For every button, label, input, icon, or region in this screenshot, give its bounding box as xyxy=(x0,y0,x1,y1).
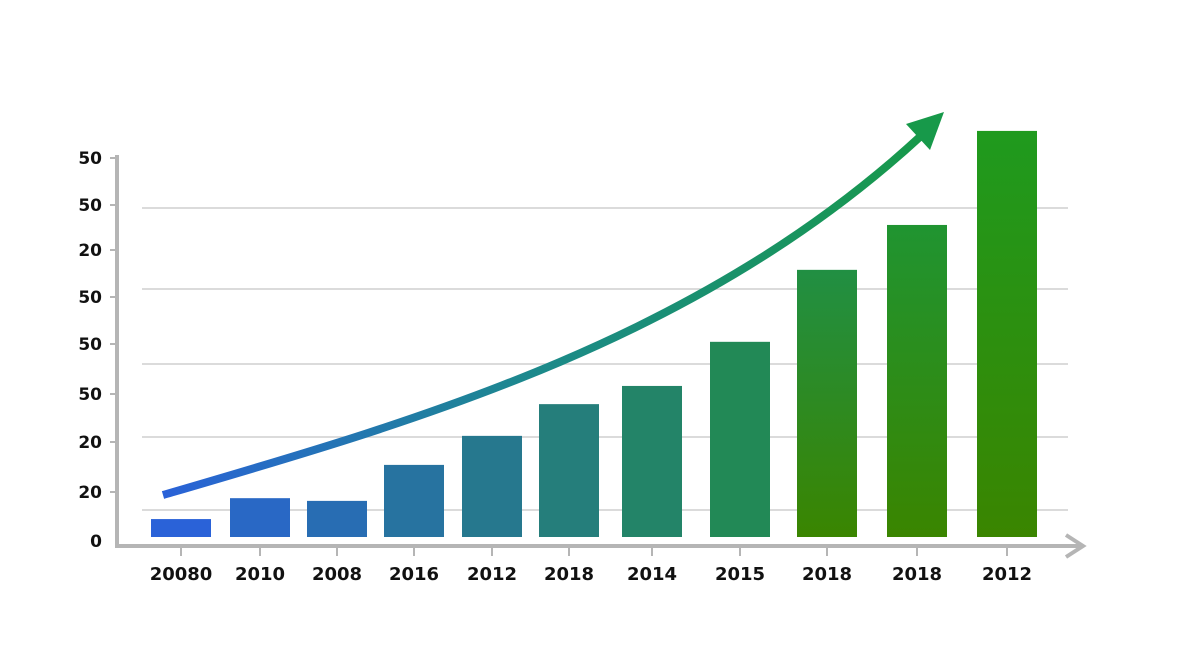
bar xyxy=(462,435,522,537)
y-tick-label: 50 xyxy=(78,335,102,355)
trend-arrow xyxy=(161,112,944,499)
bar xyxy=(977,130,1037,537)
bar xyxy=(539,404,599,537)
y-tick-label: 50 xyxy=(78,385,102,405)
bar xyxy=(384,464,444,537)
y-tick-label: 50 xyxy=(78,149,102,169)
y-tick-label: 50 xyxy=(78,196,102,216)
x-tick-label: 2012 xyxy=(982,564,1032,585)
trend-arrow-curve xyxy=(161,132,925,499)
x-tick-label: 20080 xyxy=(150,564,213,585)
bar xyxy=(710,341,770,537)
y-tick-label: 20 xyxy=(78,433,102,453)
bar xyxy=(797,269,857,537)
x-tick-label: 2010 xyxy=(235,564,285,585)
bar xyxy=(887,224,947,538)
x-tick-label: 2018 xyxy=(892,564,942,585)
axes xyxy=(115,155,1087,559)
x-tick-label: 2014 xyxy=(627,564,677,585)
x-tick-label: 2012 xyxy=(467,564,517,585)
x-axis-arrowhead-icon xyxy=(1064,533,1087,559)
bar xyxy=(230,498,290,537)
bar xyxy=(151,519,211,537)
x-tick-label: 2016 xyxy=(389,564,439,585)
x-ticks: 20080 2010 2008 2016 2012 2018 2014 2015 2018 201… xyxy=(150,547,1032,585)
bar xyxy=(307,500,367,537)
y-tick-label: 20 xyxy=(78,241,102,261)
x-tick-label: 2018 xyxy=(802,564,852,585)
bars xyxy=(151,130,1037,538)
y-tick-label: 20 xyxy=(78,483,102,503)
y-tick-label: 0 xyxy=(90,532,102,552)
trend-arrow-head-icon xyxy=(906,112,944,150)
bar xyxy=(622,385,682,537)
x-tick-label: 2018 xyxy=(544,564,594,585)
y-tick-label: 50 xyxy=(78,288,102,308)
x-tick-label: 2008 xyxy=(312,564,362,585)
x-tick-label: 2015 xyxy=(715,564,765,585)
y-ticks: 0 20 20 50 50 50 20 50 50 xyxy=(78,149,117,552)
